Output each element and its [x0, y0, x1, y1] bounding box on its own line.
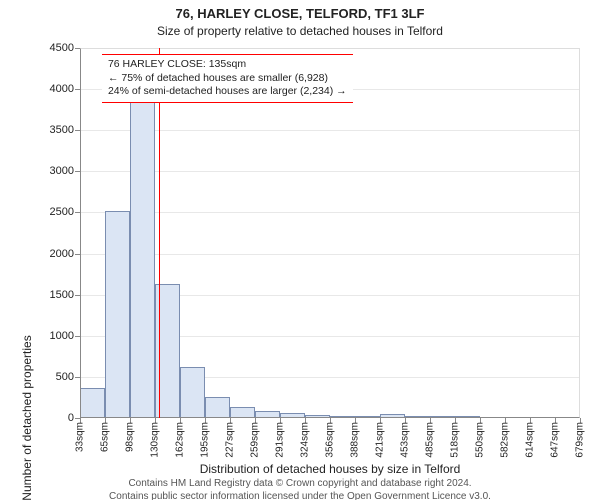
plot-area: 76 HARLEY CLOSE: 135sqm← 75% of detached… [80, 48, 580, 418]
xtick-label: 388sqm [349, 422, 360, 458]
ytick-mark [75, 254, 80, 255]
xtick-label: 162sqm [174, 422, 185, 458]
reference-line [159, 48, 160, 418]
xtick-label: 65sqm [99, 422, 110, 452]
xtick-label: 98sqm [125, 422, 136, 452]
chart-subtitle: Size of property relative to detached ho… [0, 24, 600, 38]
xtick-label: 679sqm [575, 422, 586, 458]
ytick-label: 1000 [50, 330, 74, 342]
xtick-label: 485sqm [424, 422, 435, 458]
ytick-label: 2000 [50, 248, 74, 260]
footer-line-2: Contains public sector information licen… [0, 491, 600, 500]
annotation-line: ← 75% of detached houses are smaller (6,… [108, 72, 347, 86]
ytick-label: 0 [68, 412, 74, 424]
ytick-mark [75, 295, 80, 296]
ytick-label: 3500 [50, 124, 74, 136]
ytick-mark [75, 171, 80, 172]
xtick-label: 324sqm [300, 422, 311, 458]
ytick-label: 4500 [50, 42, 74, 54]
footer-attribution: Contains HM Land Registry data © Crown c… [0, 478, 600, 500]
ytick-mark [75, 377, 80, 378]
x-axis-label: Distribution of detached houses by size … [80, 462, 580, 476]
xtick-label: 195sqm [200, 422, 211, 458]
xtick-label: 614sqm [524, 422, 535, 458]
xtick-label: 453sqm [400, 422, 411, 458]
xtick-label: 33sqm [75, 422, 86, 452]
xtick-label: 259sqm [249, 422, 260, 458]
xtick-label: 356sqm [325, 422, 336, 458]
ytick-label: 4000 [50, 83, 74, 95]
xtick-label: 647sqm [550, 422, 561, 458]
footer-line-1: Contains HM Land Registry data © Crown c… [0, 478, 600, 491]
annotation-line: 24% of semi-detached houses are larger (… [108, 85, 347, 99]
xtick-label: 130sqm [150, 422, 161, 458]
ytick-label: 1500 [50, 289, 74, 301]
xtick-label: 582sqm [499, 422, 510, 458]
annotation-box: 76 HARLEY CLOSE: 135sqm← 75% of detached… [102, 54, 353, 103]
ytick-mark [75, 336, 80, 337]
ytick-label: 2500 [50, 206, 74, 218]
xtick-label: 550sqm [475, 422, 486, 458]
y-axis-label: Number of detached properties [20, 48, 34, 418]
ytick-mark [75, 212, 80, 213]
xtick-label: 227sqm [225, 422, 236, 458]
xtick-label: 421sqm [375, 422, 386, 458]
xtick-label: 291sqm [274, 422, 285, 458]
xtick-label: 518sqm [450, 422, 461, 458]
plot-border [80, 48, 580, 418]
ytick-mark [75, 89, 80, 90]
annotation-line: 76 HARLEY CLOSE: 135sqm [108, 58, 347, 72]
ytick-mark [75, 130, 80, 131]
chart-container: 76, HARLEY CLOSE, TELFORD, TF1 3LF Size … [0, 0, 600, 500]
ytick-mark [75, 48, 80, 49]
chart-title: 76, HARLEY CLOSE, TELFORD, TF1 3LF [0, 6, 600, 21]
ytick-label: 500 [56, 371, 74, 383]
ytick-label: 3000 [50, 165, 74, 177]
